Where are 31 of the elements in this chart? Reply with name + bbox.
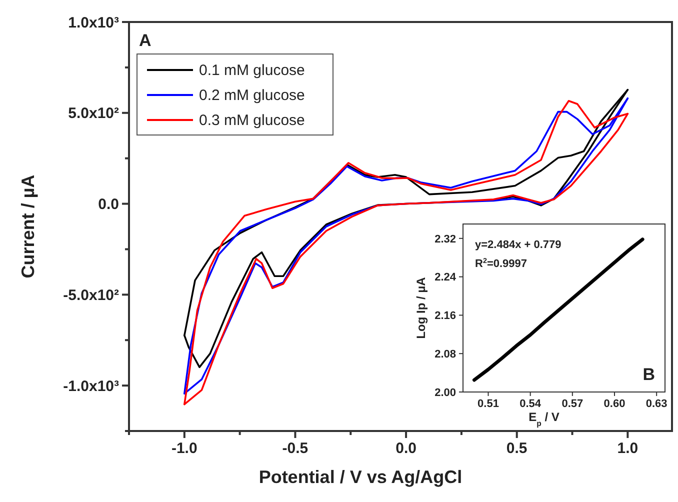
annotation: y=2.484x + 0.779 [475,239,562,251]
y-tick-label: 5.0x10² [68,105,120,122]
annotation: B [642,365,655,384]
y-tick-label: 2.00 [434,386,456,399]
annotation: A [139,31,152,50]
y-axis-title: Log Ip / µA [414,276,428,339]
x-tick-label: 1.0 [617,440,638,457]
y-tick-label: -5.0x10² [63,286,119,304]
x-tick-label: -0.5 [282,440,308,457]
x-tick-label: -1.0 [171,440,198,457]
y-tick-label: 2.08 [434,348,456,360]
x-tick-label: 0.0 [396,440,416,457]
x-tick-label: 0.54 [520,398,542,410]
x-tick-label: 0.60 [604,398,626,410]
y-tick-label: 2.16 [434,310,456,322]
y-tick-label: 1.0x10³ [68,14,120,32]
y-tick-label: 2.32 [434,233,456,246]
x-axis-title: E$_{p}$ / V [528,410,560,428]
x-tick-label: 0.51 [478,398,499,410]
legend-label: 0.2 mM glucose [199,87,305,104]
legend-label: 0.3 mM glucose [199,112,305,129]
x-tick-label: 0.57 [562,398,584,410]
y-tick-label: 0.0 [98,196,119,214]
x-tick-label: 0.5 [506,440,528,457]
legend-label: 0.1 mM glucose [199,62,305,79]
y-axis-title: Current / µA [18,174,38,278]
x-tick-label: 0.63 [646,398,668,410]
annotation: R$^{2}$=0.9997 [475,257,528,270]
y-tick-label: -1.0x10³ [63,378,119,395]
x-axis-title: Potential / V vs Ag/AgCl [258,467,462,487]
y-tick-label: 2.24 [434,272,457,284]
